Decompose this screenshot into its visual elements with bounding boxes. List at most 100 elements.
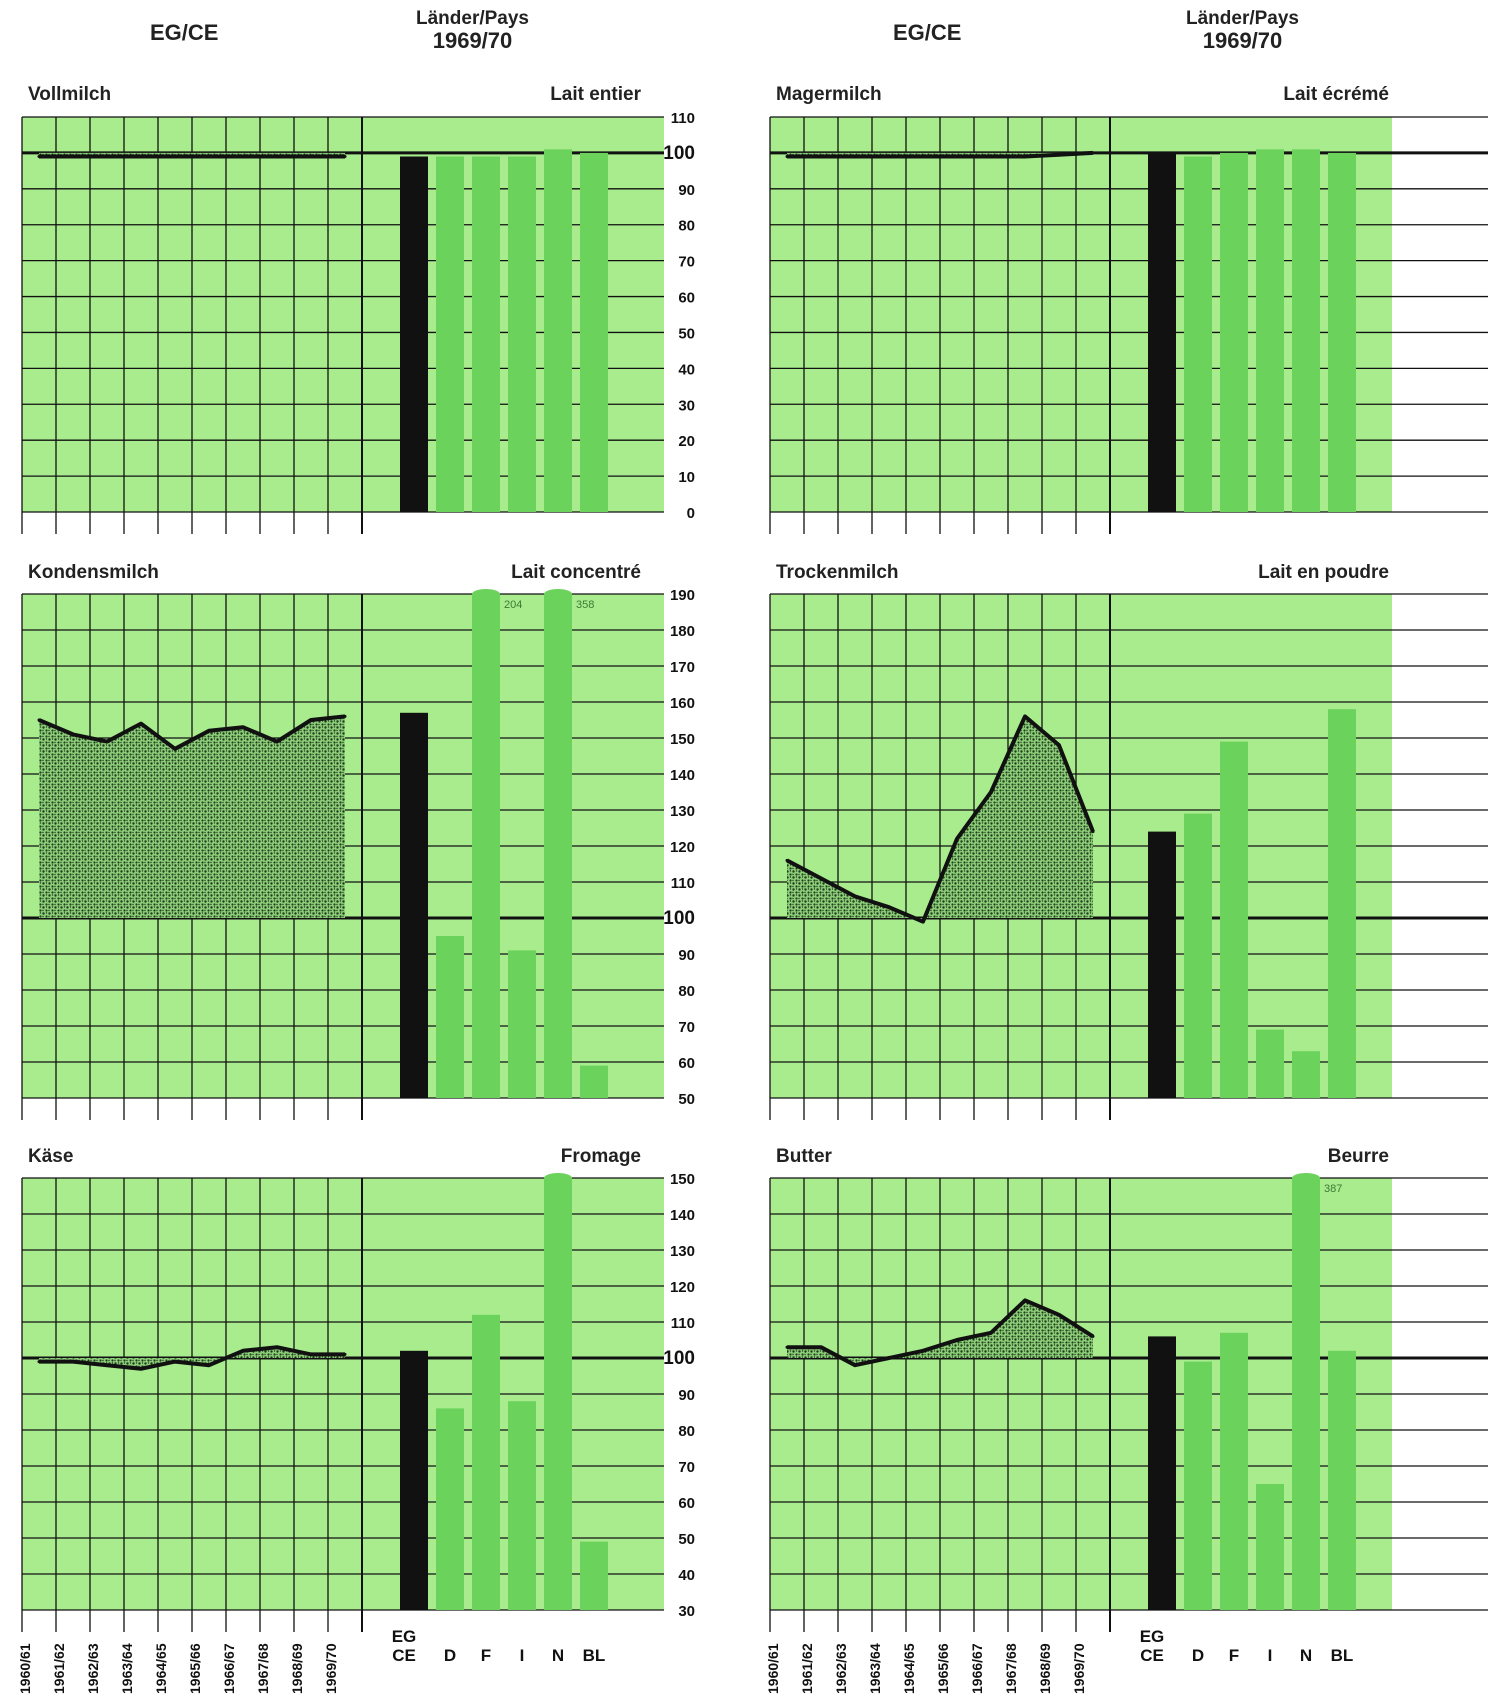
y-tick-label: 140 <box>670 767 695 784</box>
ec-index-point <box>105 1363 109 1367</box>
country-tick-label: I <box>1268 1646 1273 1665</box>
ec-index-point <box>819 876 823 880</box>
chart-title-fr: Lait concentré <box>511 562 641 583</box>
year-tick-label: 1969/70 <box>1071 1643 1087 1694</box>
chart-title-fr: Fromage <box>561 1146 641 1167</box>
ec-index-point <box>139 722 143 726</box>
ec-index-point <box>207 729 211 733</box>
bar-country-D <box>436 156 464 512</box>
ec-index-point <box>819 1345 823 1349</box>
year-tick-label: 1965/66 <box>187 1643 203 1694</box>
bar-ec <box>400 712 428 1098</box>
chart-panel-6: Butter Beurre 387 30 40 50 60 70 80 90 100 110 120 13… <box>663 1146 1488 1632</box>
ec-index-point <box>71 732 75 736</box>
chart-title-fr: Lait entier <box>550 84 641 105</box>
y-tick-label: 120 <box>670 1279 695 1296</box>
y-tick-label: 60 <box>678 1495 695 1512</box>
bar-country-I <box>508 950 536 1098</box>
chart-panel-5: Käse Fromage <box>21 1146 664 1632</box>
chart-title-fr: Lait écrémé <box>1283 84 1389 105</box>
ec-index-point <box>173 1360 177 1364</box>
bar-country-N <box>1292 149 1320 512</box>
y-tick-label: 180 <box>670 623 695 640</box>
ec-index-point <box>343 155 347 158</box>
bar-country-I <box>1256 149 1284 512</box>
ec-index-point <box>921 1349 925 1353</box>
chart-title-de: Trockenmilch <box>776 562 899 583</box>
bar-country-F <box>1220 1332 1248 1610</box>
year-tick-label: 1966/67 <box>221 1643 237 1694</box>
bar-country-F <box>472 1314 500 1610</box>
ec-index-point <box>275 740 279 744</box>
year-tick-label: 1965/66 <box>935 1643 951 1694</box>
bar-country-BL <box>1328 1350 1356 1610</box>
ec-index-point <box>785 858 789 862</box>
chart-panel-4: Trockenmilch Lait en poudre 50 60 70 80 90 100 1… <box>663 562 1488 1120</box>
y-tick-label: 80 <box>678 983 695 1000</box>
year-tick-label: 1969/70 <box>323 1643 339 1694</box>
country-tick-label: D <box>444 1646 456 1665</box>
bar-country-F <box>472 156 500 512</box>
bar-overflow-cap <box>544 589 572 599</box>
ec-index-point <box>241 155 245 158</box>
y-tick-label: 90 <box>678 182 695 199</box>
year-tick-label: 1968/69 <box>289 1643 305 1694</box>
ec-index-point <box>1057 1313 1061 1317</box>
bar-ec <box>1148 831 1176 1098</box>
bar-country-N <box>544 1178 572 1610</box>
y-tick-label: 30 <box>678 1603 695 1620</box>
ec-index-point <box>309 155 313 158</box>
y-tick-label: 130 <box>670 1243 695 1260</box>
y-tick-label: 130 <box>670 803 695 820</box>
country-tick-label: N <box>1300 1646 1312 1665</box>
ec-index-point <box>853 1363 857 1367</box>
year-tick-label: 1967/68 <box>255 1643 271 1694</box>
bar-country-D <box>436 936 464 1098</box>
bar-value-label: 204 <box>504 599 522 611</box>
y-tick-label: 60 <box>678 1055 695 1072</box>
bar-ec <box>400 156 428 512</box>
ec-index-point <box>71 1360 75 1364</box>
ec-index-point <box>955 155 959 158</box>
y-tick-label: 100 <box>663 908 695 929</box>
right-countries-header: Länder/Pays 1969/70 <box>1175 8 1310 52</box>
ec-index-point <box>1091 1334 1095 1338</box>
ec-index-point <box>1091 151 1095 155</box>
y-tick-label: 50 <box>678 1531 695 1548</box>
bar-overflow-cap <box>544 1173 572 1183</box>
left-group-header: EG/CE <box>150 20 219 45</box>
ec-deviation-area <box>39 1347 345 1369</box>
y-tick-label: 50 <box>678 325 695 342</box>
ec-index-line <box>38 714 346 751</box>
bar-country-F <box>1220 741 1248 1098</box>
y-tick-label: 100 <box>663 143 695 164</box>
chart-title-de: Kondensmilch <box>28 562 159 583</box>
ec-index-point <box>785 1345 789 1349</box>
year-tick-label: 1962/63 <box>833 1643 849 1694</box>
y-tick-label: 120 <box>670 839 695 856</box>
year-tick-label: 1967/68 <box>1003 1643 1019 1694</box>
country-tick-label: EG <box>1140 1627 1165 1646</box>
ec-index-point <box>309 1352 313 1356</box>
bar-country-I <box>508 1401 536 1610</box>
ec-index-point <box>207 155 211 158</box>
ec-index-point <box>853 894 857 898</box>
country-tick-label: EG <box>392 1627 417 1646</box>
ec-deviation-area <box>787 1300 1093 1366</box>
year-tick-label: 1963/64 <box>119 1643 135 1694</box>
ec-index-point <box>1057 743 1061 747</box>
country-tick-label: F <box>481 1646 491 1665</box>
bar-overflow-cap <box>1292 1173 1320 1183</box>
ec-index-point <box>853 155 857 158</box>
y-tick-label: 80 <box>678 1423 695 1440</box>
ec-index-point <box>105 155 109 158</box>
y-tick-label: 0 <box>687 505 695 522</box>
y-tick-label: 170 <box>670 659 695 676</box>
ec-index-point <box>343 1352 347 1356</box>
y-tick-label: 80 <box>678 218 695 235</box>
year-tick-label: 1962/63 <box>85 1643 101 1694</box>
ec-index-point <box>887 905 891 909</box>
y-tick-label: 110 <box>671 1315 695 1332</box>
ec-index-point <box>275 155 279 158</box>
bar-country-D <box>436 1408 464 1610</box>
